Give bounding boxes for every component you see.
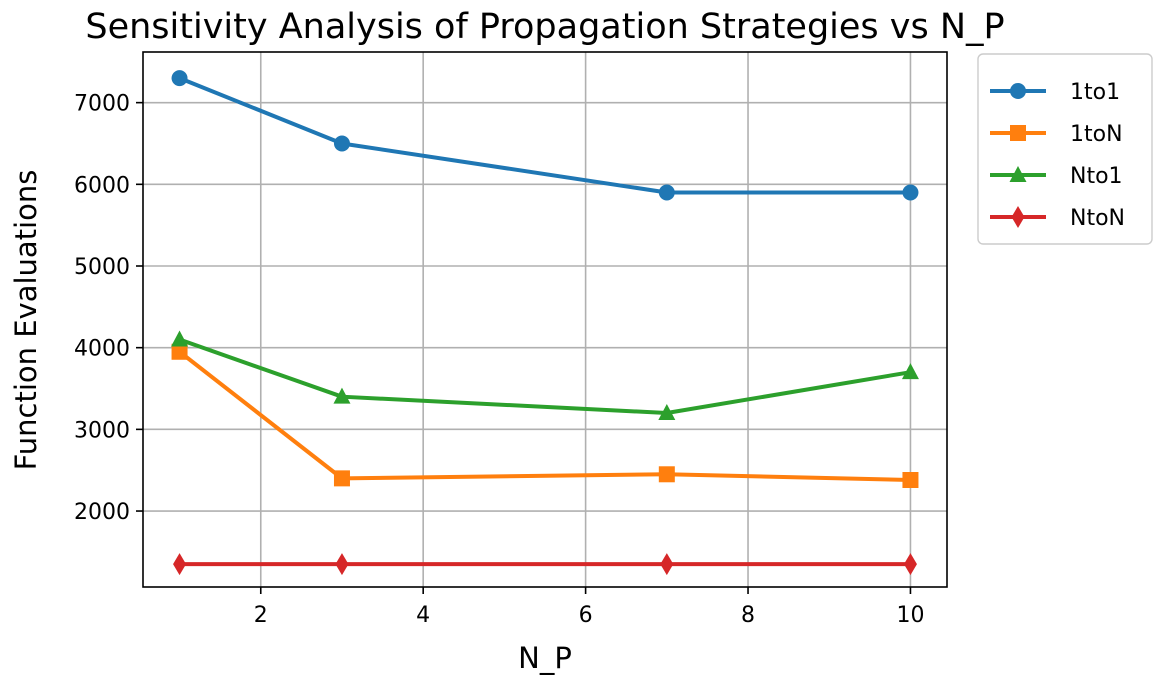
data-point-1to1 <box>658 184 675 201</box>
grid <box>143 52 947 587</box>
series-Nto1 <box>171 330 919 421</box>
plot-area-frame <box>142 51 948 588</box>
series-1toN <box>171 343 919 488</box>
data-point-1toN <box>658 466 675 483</box>
x-tick-label: 8 <box>741 603 755 628</box>
data-point-NtoN <box>335 553 349 576</box>
legend: 1to1 1toN Nto1 NtoN <box>977 53 1153 245</box>
x-tick-label: 4 <box>416 603 430 628</box>
series-line-1toN <box>178 350 911 482</box>
legend-frame <box>977 53 1153 245</box>
legend-marker <box>1011 206 1025 228</box>
data-point-NtoN <box>660 553 674 576</box>
x-axis-label: N_P <box>518 641 572 675</box>
legend-marker <box>1010 83 1026 99</box>
y-tick-label: 5000 <box>74 255 130 280</box>
y-tick-label: 3000 <box>74 418 130 443</box>
legend-label: Nto1 <box>1070 164 1123 189</box>
y-axis-label: Function Evaluations <box>9 170 43 471</box>
data-point-1toN <box>902 472 919 488</box>
x-tick-label: 6 <box>579 603 593 628</box>
axis-ticks: 2 4 6 8 10 2000 3000 4000 5000 6000 7000 <box>74 92 924 628</box>
legend-item-1to1: 1to1 <box>990 80 1120 105</box>
data-point-1toN <box>333 470 350 487</box>
legend-label: NtoN <box>1070 206 1125 231</box>
y-tick-label: 6000 <box>74 173 130 198</box>
legend-item-1toN: 1toN <box>990 122 1123 147</box>
data-point-1toN <box>171 343 188 360</box>
data-point-NtoN <box>173 553 187 576</box>
data-point-NtoN <box>903 553 917 576</box>
data-point-Nto1 <box>658 404 676 421</box>
data-point-Nto1 <box>333 387 351 404</box>
plot-series <box>171 70 919 576</box>
x-tick-label: 10 <box>896 603 924 628</box>
y-tick-label: 2000 <box>74 500 130 525</box>
series-1to1 <box>171 70 919 201</box>
legend-marker <box>1009 166 1027 182</box>
data-point-Nto1 <box>901 363 919 380</box>
series-NtoN <box>173 553 917 576</box>
data-point-Nto1 <box>171 330 189 347</box>
data-point-1to1 <box>171 70 188 87</box>
legend-item-Nto1: Nto1 <box>990 164 1123 189</box>
data-point-1to1 <box>333 135 350 152</box>
data-point-1to1 <box>902 184 919 201</box>
legend-item-NtoN: NtoN <box>990 206 1125 231</box>
chart-title: Sensitivity Analysis of Propagation Stra… <box>85 7 1004 47</box>
legend-label: 1toN <box>1070 122 1123 147</box>
legend-label: 1to1 <box>1070 80 1120 105</box>
y-tick-label: 4000 <box>74 337 130 362</box>
legend-marker <box>1010 125 1026 141</box>
y-tick-label: 7000 <box>74 92 130 117</box>
series-line-Nto1 <box>178 337 911 416</box>
x-tick-label: 2 <box>254 603 268 628</box>
series-line-1to1 <box>178 76 911 195</box>
